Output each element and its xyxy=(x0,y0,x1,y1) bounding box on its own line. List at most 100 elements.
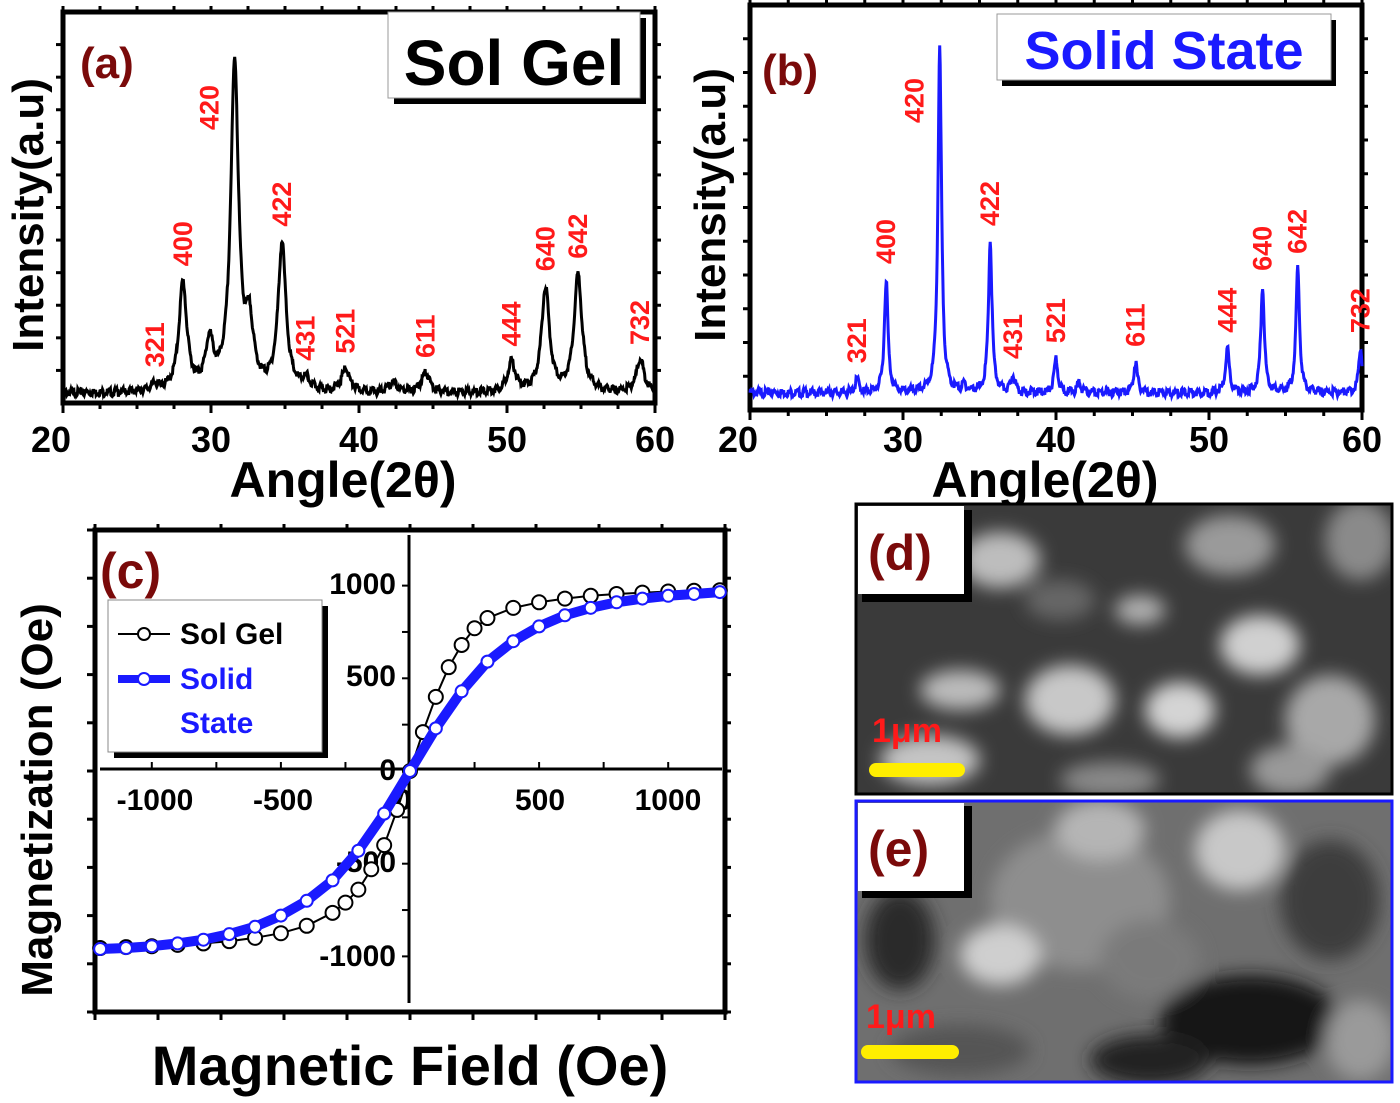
label-box xyxy=(858,506,964,594)
tick-marks xyxy=(743,0,1368,420)
magnetization-panel-c: -1000 -500 0 500 1000 1000 500 0 -500 -1… xyxy=(13,524,731,1097)
sem-micrograph xyxy=(857,802,1391,1081)
x-tick-label: 40 xyxy=(339,419,379,460)
data-point-sol-gel xyxy=(350,881,367,898)
scale-bar-label: 1μm xyxy=(866,998,936,1036)
hkl-label: 321 xyxy=(842,318,872,363)
xrd-curve-solid-state xyxy=(748,45,1364,403)
data-point-solid-state xyxy=(583,600,598,615)
hkl-label: 611 xyxy=(411,314,441,358)
hkl-label: 400 xyxy=(168,221,198,266)
data-point-sol-gel xyxy=(466,620,483,637)
x-tick-label: 50 xyxy=(487,419,527,460)
legend-label-solid-state: Solid State xyxy=(180,663,262,740)
hkl-label: 431 xyxy=(998,314,1028,359)
hkl-label: 521 xyxy=(331,309,361,354)
data-point-solid-state xyxy=(299,893,314,908)
y-axis-title: Intensity(a.u) xyxy=(686,68,735,342)
data-point-sol-gel xyxy=(556,590,573,607)
x-tick-label: 40 xyxy=(1036,419,1076,460)
data-point-sol-gel xyxy=(453,636,470,653)
data-point-solid-state xyxy=(532,619,547,634)
legend-label: Solid State xyxy=(1024,21,1303,81)
x-tick-label: 20 xyxy=(718,419,758,460)
legend: Sol Gel Solid State xyxy=(107,599,328,758)
data-point-solid-state xyxy=(557,608,572,623)
data-point-solid-state xyxy=(222,927,237,942)
data-point-solid-state xyxy=(325,873,340,888)
legend-box xyxy=(996,13,1332,81)
hkl-label: 642 xyxy=(563,214,593,259)
legend-word-2: State xyxy=(180,707,253,740)
x-axis-title: Angle(2θ) xyxy=(931,452,1158,508)
image-border xyxy=(854,799,1394,1084)
hkl-label: 420 xyxy=(195,85,225,130)
legend-label: Sol Gel xyxy=(404,27,625,99)
sem-image-e: (e) 1μm xyxy=(854,799,1394,1084)
x-tick-labels: 20 30 40 50 60 xyxy=(31,419,675,460)
y-tick-label: 1000 xyxy=(329,568,396,601)
hkl-label: 521 xyxy=(1041,298,1071,343)
hkl-label: 422 xyxy=(267,182,297,227)
hkl-label: 611 xyxy=(1121,303,1151,347)
hkl-label: 640 xyxy=(1248,226,1278,271)
x-tick-label: 1000 xyxy=(635,784,702,817)
y-axis-title: Magnetization (Oe) xyxy=(13,603,62,997)
panel-label: (e) xyxy=(868,821,929,877)
data-point-sol-gel xyxy=(505,599,522,616)
xrd-curve-sol-gel xyxy=(61,56,657,402)
data-point-solid-state xyxy=(480,654,495,669)
data-point-solid-state xyxy=(661,588,676,603)
x-tick-label: 50 xyxy=(1189,419,1229,460)
data-point-solid-state xyxy=(506,634,521,649)
sem-image-d: (d) 1μm xyxy=(854,502,1394,796)
hkl-label: 431 xyxy=(291,316,321,361)
data-point-solid-state xyxy=(170,936,185,951)
legend-label-sol-gel: Sol Gel xyxy=(180,618,283,651)
legend-word-1: Solid xyxy=(180,663,253,696)
scale-bar-label: 1μm xyxy=(872,712,942,750)
data-point-sol-gel xyxy=(440,659,457,676)
data-point-sol-gel xyxy=(582,587,599,604)
legend-marker-sol-gel xyxy=(137,627,151,641)
data-point-sol-gel xyxy=(324,904,341,921)
x-tick-label: 30 xyxy=(883,419,923,460)
x-tick-label: -500 xyxy=(253,784,313,817)
tick-marks xyxy=(56,6,661,413)
panel-label: (c) xyxy=(100,543,161,599)
data-point-solid-state xyxy=(144,939,159,954)
data-point-solid-state xyxy=(196,932,211,947)
data-point-solid-state xyxy=(428,721,443,736)
data-point-solid-state xyxy=(687,586,702,601)
image-border xyxy=(854,502,1394,796)
x-tick-label: 60 xyxy=(1342,419,1382,460)
y-tick-label: 0 xyxy=(379,754,396,787)
data-point-solid-state xyxy=(454,684,469,699)
data-point-sol-gel xyxy=(427,688,444,705)
data-point-sol-gel xyxy=(272,925,289,942)
hkl-label: 640 xyxy=(531,226,561,271)
outer-tick-marks xyxy=(87,524,731,1020)
data-point-solid-state xyxy=(712,585,727,600)
data-point-solid-state xyxy=(273,908,288,923)
data-point-solid-state xyxy=(93,941,108,956)
data-point-sol-gel xyxy=(479,610,496,627)
panel-label: (a) xyxy=(80,39,134,88)
y-tick-label: -1000 xyxy=(319,940,396,973)
hkl-label: 444 xyxy=(1212,288,1242,333)
x-tick-label: -1000 xyxy=(117,784,194,817)
hkl-label: 732 xyxy=(1346,288,1376,333)
hkl-label: 400 xyxy=(871,219,901,264)
hkl-label: 732 xyxy=(625,300,655,345)
hkl-label: 420 xyxy=(900,78,930,123)
data-point-solid-state xyxy=(118,941,133,956)
hkl-label: 422 xyxy=(975,181,1005,226)
x-tick-label: 500 xyxy=(515,784,565,817)
hkl-label: 642 xyxy=(1283,209,1313,254)
y-axis-title: Intensity(a.u) xyxy=(4,78,53,352)
